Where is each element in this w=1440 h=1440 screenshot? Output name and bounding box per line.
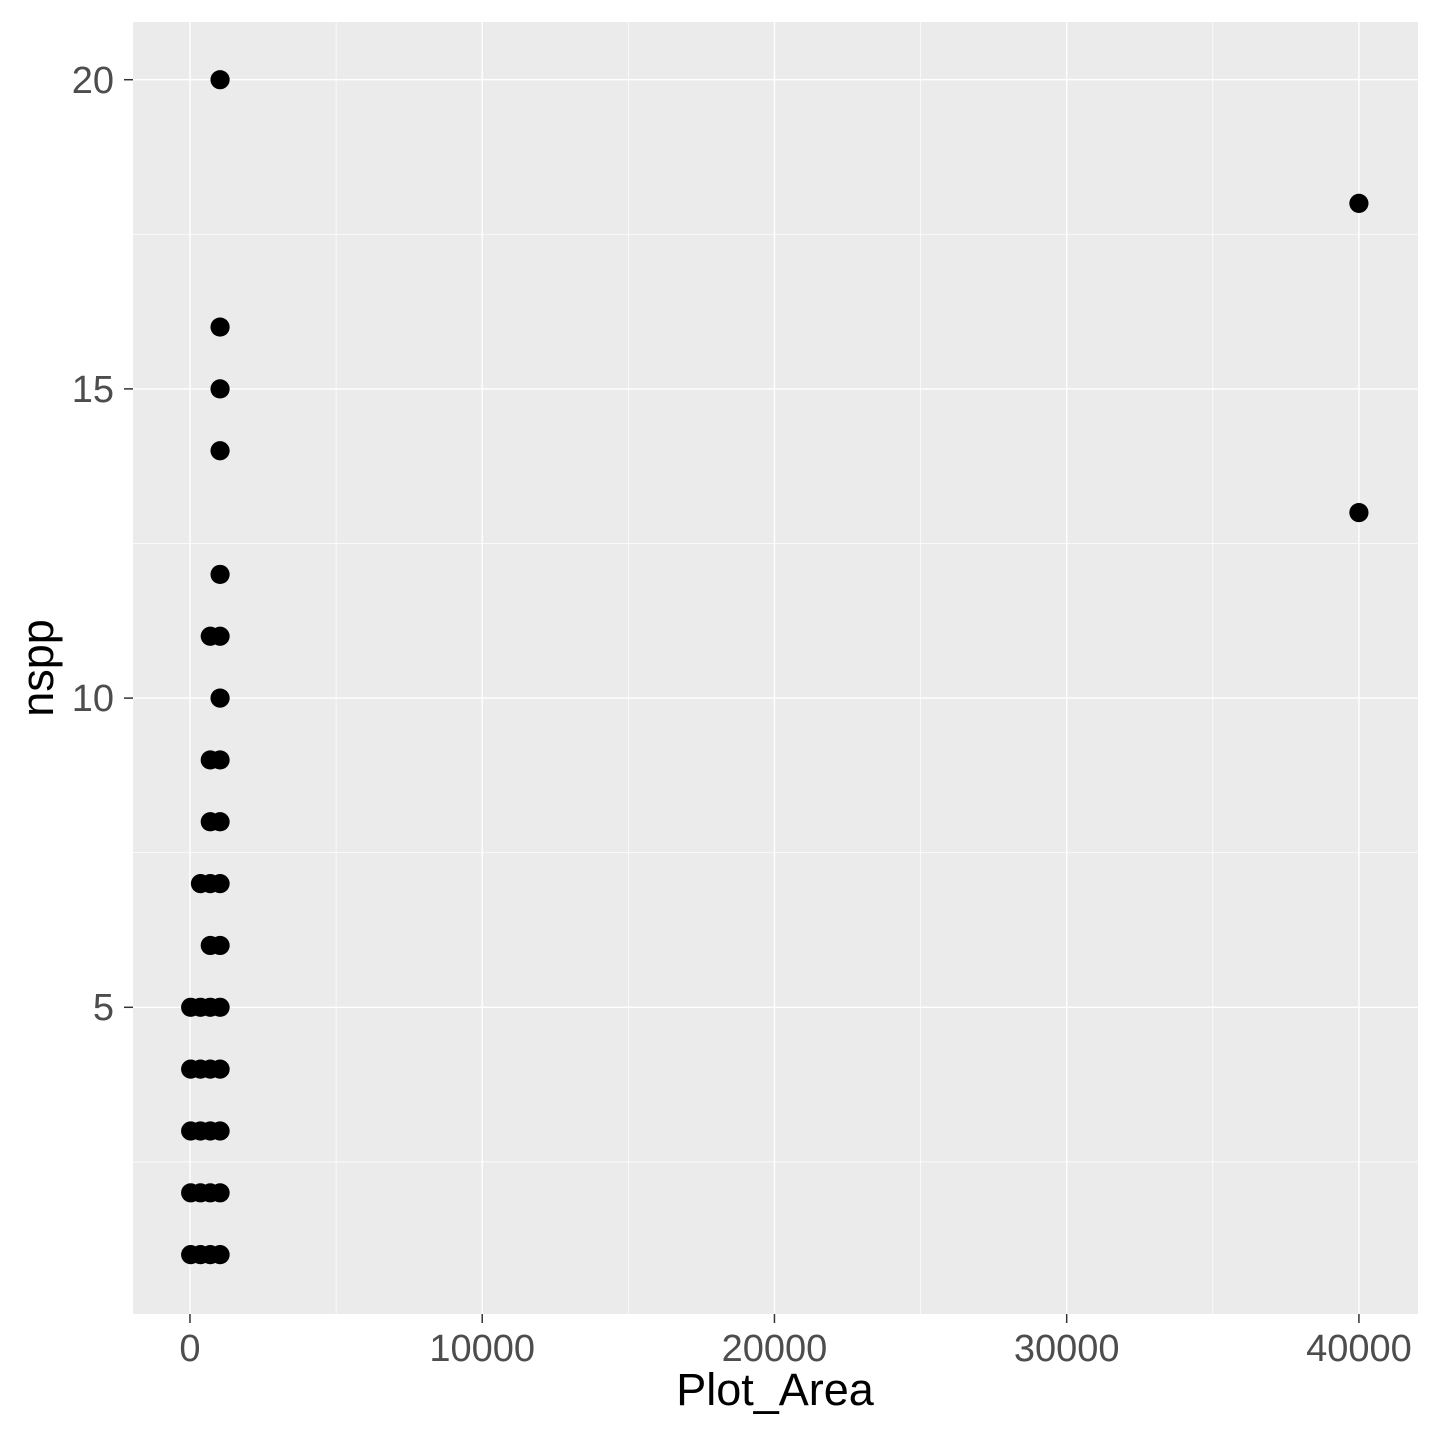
svg-text:10: 10: [72, 678, 114, 720]
svg-text:40000: 40000: [1306, 1328, 1412, 1370]
svg-text:Plot_Area: Plot_Area: [676, 1364, 875, 1415]
svg-text:5: 5: [93, 987, 114, 1029]
svg-text:0: 0: [179, 1328, 200, 1370]
svg-text:30000: 30000: [1014, 1328, 1120, 1370]
svg-text:20: 20: [72, 60, 114, 102]
svg-text:15: 15: [72, 369, 114, 411]
svg-text:10000: 10000: [429, 1328, 535, 1370]
svg-text:nspp: nspp: [12, 619, 63, 717]
